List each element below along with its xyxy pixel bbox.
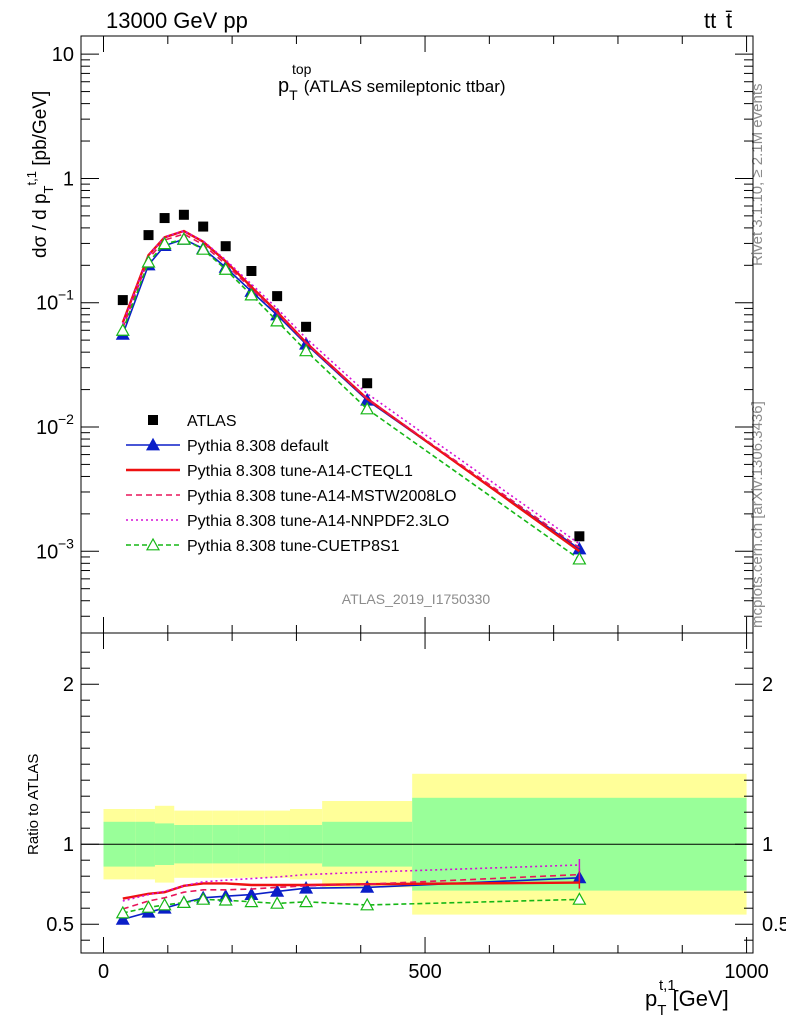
ratio-point-4: [244, 894, 259, 908]
data-point: [117, 295, 128, 306]
ratio-point-4: [115, 905, 130, 919]
legend-label: Pythia 8.308 tune-A14-CTEQL1: [187, 463, 413, 480]
ratio-tick-label-right: 0.5: [762, 914, 786, 936]
data-point: [272, 291, 283, 302]
ratio-point-4: [218, 892, 233, 906]
legend-marker-4: [145, 537, 161, 551]
y-tick-label: 10: [36, 417, 58, 439]
ratio-point-4: [572, 892, 587, 905]
data-point: [301, 321, 312, 332]
y-tick-label-exponent: −1: [58, 287, 74, 303]
data-point: [198, 221, 209, 232]
energy-label: 13000 GeV pp: [106, 8, 248, 33]
ratio-point-4: [196, 892, 211, 905]
data-point: [574, 531, 585, 542]
main-frame: [80, 35, 754, 634]
ratio-tick-label-left: 1: [63, 834, 74, 856]
x-axis-label-rest: [GeV]: [666, 986, 728, 1011]
series-point-4: [360, 401, 375, 415]
ratio-panel: 0 500 1000 0.5 0.5 1 1 2 2: [46, 632, 786, 983]
series-point-4: [176, 232, 191, 245]
data-point: [159, 213, 170, 224]
legend-label: Pythia 8.308 default: [187, 438, 329, 455]
chart-title: pT (ATLAS semileptonic ttbar): [278, 75, 506, 103]
chart-title-sup: top: [292, 61, 312, 77]
series-point-4: [244, 287, 259, 301]
series-point-4: [270, 313, 285, 327]
x-axis-label: pT [GeV]: [645, 986, 729, 1019]
process-label: tt: [704, 8, 716, 33]
x-axis-label-sup: t,1: [659, 977, 676, 994]
ratio-tick-label-right: 2: [762, 674, 773, 696]
y-tick-label: 10: [36, 293, 58, 315]
y-tick-label: 10: [36, 541, 58, 563]
ratio-line-3: [122, 864, 580, 902]
y-axis-label-sup: t,1: [24, 171, 39, 185]
process-main: tt: [704, 8, 716, 33]
analysis-id: ATLAS_2019_I1750330: [342, 591, 491, 607]
x-axis-label-main: p: [645, 986, 657, 1011]
series-point-4: [299, 343, 314, 357]
legend: ATLAS Pythia 8.308 default Pythia 8.308 tu…: [126, 413, 456, 555]
series-point-4: [218, 262, 233, 275]
rivet-label: Rivet 3.1.10, ≥ 2.1M events: [749, 84, 766, 267]
ratio-point-0: [115, 912, 130, 925]
y-axis-label-pre: dσ / d p: [30, 193, 51, 258]
ratio-point-0: [360, 880, 375, 893]
series-line-4: [122, 238, 580, 560]
ratio-tick-label-left: 0.5: [46, 914, 74, 936]
legend-label: ATLAS: [187, 413, 237, 430]
ratio-line-1: [122, 881, 580, 900]
series-point-4: [157, 236, 172, 250]
series-point-4: [572, 551, 587, 565]
legend-marker-0: [145, 437, 161, 451]
ratio-point-4: [176, 895, 191, 909]
chart-title-main: p: [278, 75, 289, 97]
ratio-point-4: [157, 897, 172, 911]
legend-label: Pythia 8.308 tune-CUETP8S1: [187, 538, 400, 555]
ratio-tick-label-right: 1: [762, 834, 773, 856]
y-axis-label-post: [pb/GeV]: [30, 91, 51, 171]
x-tick-label: 0: [98, 961, 109, 983]
legend-label: Pythia 8.308 tune-A14-MSTW2008LO: [187, 488, 456, 505]
chart-title-rest: (ATLAS semileptonic ttbar): [304, 77, 506, 96]
ratio-axis-label: Ratio to ATLAS: [25, 754, 42, 855]
data-point: [178, 209, 189, 220]
data-point: [362, 378, 373, 389]
ratio-frame: [80, 632, 754, 954]
data-point: [246, 265, 257, 276]
series-point-4: [141, 254, 156, 268]
ratio-point-4: [270, 896, 285, 909]
ratio-point-4: [141, 900, 156, 913]
series-point-4: [115, 323, 130, 336]
data-point: [220, 241, 231, 252]
ratio-line-2: [122, 873, 580, 910]
y-tick-label: 10: [52, 44, 74, 66]
ratio-point-0: [299, 880, 314, 894]
process-bar-label: t̄: [726, 8, 732, 33]
x-tick-label: 500: [408, 961, 441, 983]
y-tick-label-exponent: −2: [58, 411, 74, 427]
y-tick-label: 1: [63, 168, 74, 190]
data-point: [143, 230, 154, 241]
mcplots-label: mcplots.cern.ch [arXiv:1306.3436]: [749, 401, 766, 628]
ratio-point-4: [360, 897, 375, 911]
y-tick-label-exponent: −3: [58, 535, 74, 551]
ratio-tick-label-left: 2: [63, 674, 74, 696]
legend-label: Pythia 8.308 tune-A14-NNPDF2.3LO: [187, 513, 449, 530]
x-axis-label-sub: T: [657, 1002, 666, 1019]
legend-marker-data: [148, 415, 158, 425]
y-axis-label: dσ / d pTt,1 [pb/GeV]: [24, 91, 56, 258]
y-axis-label-sub: T: [41, 185, 56, 193]
series-point-4: [196, 242, 211, 255]
ratio-point-4: [299, 894, 314, 908]
chart-title-sub: T: [289, 87, 298, 103]
x-tick-label: 1000: [724, 961, 769, 983]
